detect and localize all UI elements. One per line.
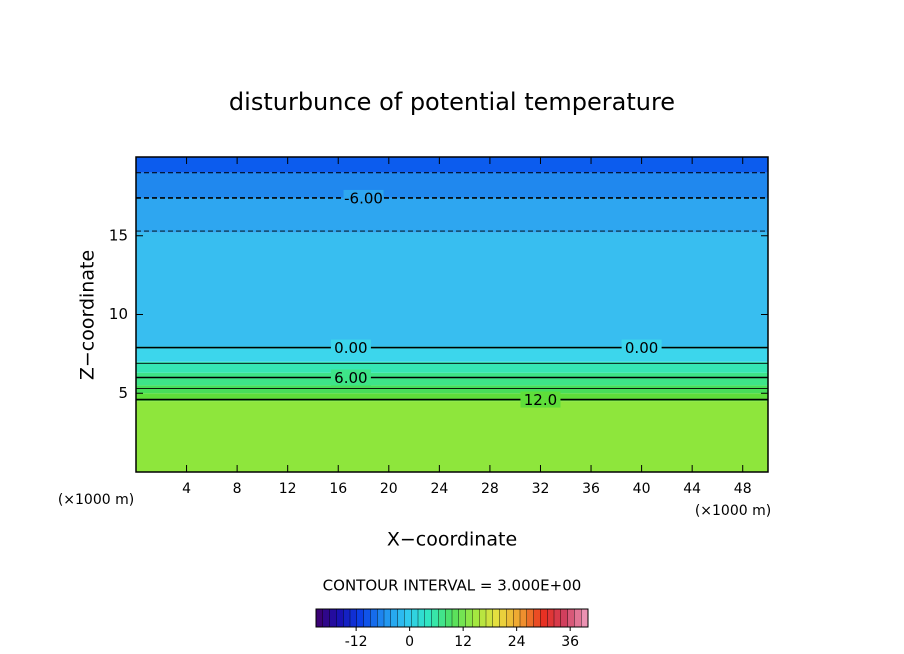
colorbar-segment [445, 608, 453, 628]
colorbar-segment [411, 608, 419, 628]
x-tick-label: 16 [329, 481, 347, 497]
y-unit-label: (×1000 m) [58, 492, 134, 508]
field-band [136, 361, 768, 373]
colorbar-segment [438, 608, 446, 628]
chart-title: disturbunce of potential temperature [229, 88, 675, 116]
colorbar-segment [383, 608, 392, 628]
field-band [136, 172, 768, 198]
x-unit-label: (×1000 m) [695, 503, 771, 519]
colorbar-segment [506, 608, 514, 628]
colorbar-segment [479, 608, 487, 628]
y-tick-label: 5 [118, 384, 128, 402]
colorbar-segment [472, 608, 480, 628]
field-band [136, 393, 768, 402]
x-tick-label: 48 [734, 481, 752, 497]
colorbar-segment [397, 608, 405, 628]
y-axis-label: Z−coordinate [77, 250, 99, 380]
colorbar-segment [329, 608, 337, 628]
colorbar-segment [485, 608, 494, 628]
x-tick-label: 24 [430, 481, 448, 497]
contour-label: 12.0 [524, 391, 557, 409]
colorbar-segment [336, 608, 344, 628]
colorbar-tick-label: 36 [561, 634, 579, 650]
x-axis-label: X−coordinate [387, 529, 517, 551]
colorbar-segment [431, 608, 439, 628]
colorbar-segment [315, 608, 324, 628]
colorbar-segment [526, 608, 535, 628]
x-tick-label: 28 [481, 481, 499, 497]
colorbar: -12 0 12 24 36 [315, 608, 589, 650]
colorbar-segment [581, 608, 589, 628]
colorbar-segment [540, 608, 548, 628]
colorbar-segment [492, 608, 501, 628]
colorbar-segment [513, 608, 521, 628]
colorbar-segment [560, 608, 569, 628]
colorbar-segment [363, 608, 371, 628]
field-band [136, 232, 768, 346]
contour-label: 6.00 [334, 369, 367, 387]
field-band [136, 346, 768, 362]
colorbar-segment [574, 608, 582, 628]
contour-label-bg [343, 189, 384, 206]
colorbar-segment [451, 608, 460, 628]
colorbar-segment [356, 608, 365, 628]
y-tick-label: 10 [109, 305, 128, 323]
field-band [136, 385, 768, 394]
x-tick-label: 36 [582, 481, 600, 497]
colorbar-segment [404, 608, 412, 628]
x-tick-label: 4 [182, 481, 191, 497]
colorbar-frame [315, 608, 589, 628]
colorbar-segment [390, 608, 399, 628]
x-tick-label: 8 [233, 481, 242, 497]
colorbar-tick-label: 24 [508, 634, 526, 650]
colorbar-segment [465, 608, 473, 628]
contour-label: -6.00 [344, 189, 383, 207]
colorbar-segment [547, 608, 555, 628]
x-tick-label: 32 [532, 481, 550, 497]
x-tick-label: 40 [633, 481, 651, 497]
colorbar-segment [424, 608, 433, 628]
colorbar-segment [370, 608, 378, 628]
colorbar-segment [533, 608, 541, 628]
contour-label-bg [330, 339, 371, 356]
colorbar-tick-label: 12 [454, 634, 472, 650]
colorbar-segment [553, 608, 562, 628]
contour-label-bg [520, 391, 561, 408]
x-tick-label: 44 [683, 481, 701, 497]
x-tick-label: 12 [279, 481, 297, 497]
colorbar-segment [322, 608, 331, 628]
field-band [136, 372, 768, 386]
colorbar-segment [377, 608, 385, 628]
contour-label: 0.00 [334, 339, 367, 357]
colorbar-segment [567, 608, 575, 628]
contour-label-bg [330, 369, 371, 386]
colorbar-tick-label: -12 [345, 634, 368, 650]
x-tick-label: 20 [380, 481, 398, 497]
colorbar-segment [519, 608, 528, 628]
colorbar-segment [349, 608, 358, 628]
field-band [136, 197, 768, 233]
colorbar-tick-label: 0 [405, 634, 414, 650]
y-tick-label: 15 [109, 226, 128, 244]
contour-interval: CONTOUR INTERVAL = 3.000E+00 [323, 577, 582, 595]
contour-label: 0.00 [625, 339, 658, 357]
field-band [136, 401, 768, 472]
field-band [136, 157, 768, 173]
colorbar-segment [499, 608, 507, 628]
contour-label-bg [621, 339, 662, 356]
colorbar-segment [343, 608, 351, 628]
colorbar-segment [458, 608, 467, 628]
colorbar-segment [417, 608, 426, 628]
